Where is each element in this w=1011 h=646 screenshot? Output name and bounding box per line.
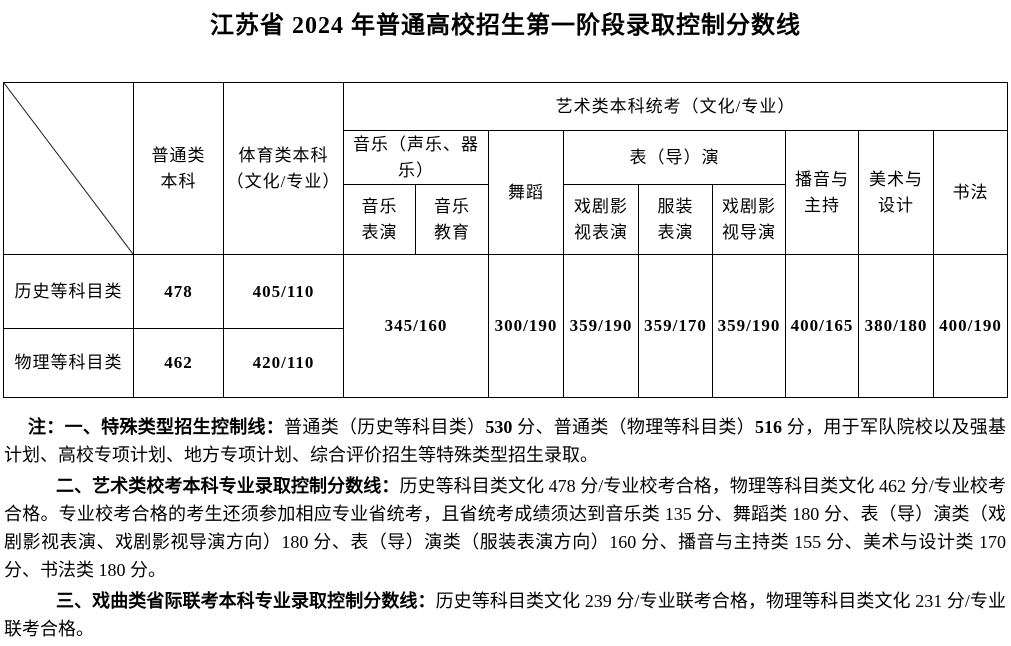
score-history-regular: 478 (133, 254, 224, 329)
diagonal-line-icon (4, 83, 133, 254)
note-opera-joint-exam: 三、戏曲类省际联考本科专业录取控制分数线：历史等科目类文化 239 分/专业联考… (4, 587, 1006, 643)
score-dance: 300/190 (488, 254, 564, 398)
document-page: 江苏省 2024 年普通高校招生第一阶段录取控制分数线 普通类 本科 体育类本科… (0, 11, 1011, 643)
header-sports-undergrad: 体育类本科 （文化/专业） (223, 82, 344, 255)
note-1-text: 分、普通类（物理等科目类） (512, 417, 755, 437)
header-regular-undergrad: 普通类 本科 (133, 82, 224, 255)
note-special-admission: 注：一、特殊类型招生控制线：普通类（历史等科目类）530 分、普通类（物理等科目… (4, 413, 1006, 469)
corner-diagonal-cell (3, 82, 134, 255)
score-physics-sports: 420/110 (223, 328, 344, 398)
page-title: 江苏省 2024 年普通高校招生第一阶段录取控制分数线 (210, 13, 801, 39)
score-drama-acting: 359/190 (563, 254, 639, 398)
header-fashion-acting: 服装 表演 (638, 184, 713, 255)
note-3-label: 三、戏曲类省际联考本科专业录取控制分数线： (56, 591, 436, 611)
note-1-text: 分，用于军队院校以及强基计划、高校专项计划、地方专项计划、综合评价招生等特殊类型… (4, 417, 1007, 465)
score-art-design: 380/180 (858, 254, 934, 398)
header-music-education: 音乐 教育 (415, 184, 489, 255)
note-1-text: 普通类（历史等科目类） (284, 417, 486, 437)
score-history-sports: 405/110 (223, 254, 344, 329)
score-broadcasting: 400/165 (785, 254, 859, 398)
score-fashion-acting: 359/170 (638, 254, 713, 398)
note-1-score-history: 530 (485, 417, 513, 437)
score-music: 345/160 (343, 254, 489, 398)
score-calligraphy: 400/190 (932, 254, 1009, 398)
header-music-group: 音乐（声乐、器乐） (343, 130, 489, 185)
score-drama-directing: 359/190 (712, 254, 786, 398)
header-drama-acting: 戏剧影 视表演 (563, 184, 639, 255)
notes-section: 注：一、特殊类型招生控制线：普通类（历史等科目类）530 分、普通类（物理等科目… (4, 413, 1006, 643)
header-broadcasting: 播音与 主持 (785, 130, 859, 255)
header-arts-group: 艺术类本科统考（文化/专业） (342, 82, 1009, 131)
score-physics-regular: 462 (133, 328, 224, 398)
note-2-text: 历史等科目类文化 478 分/专业校考合格，物理等科目类文化 462 分/专业校… (4, 476, 1007, 580)
header-dance: 舞蹈 (488, 130, 564, 255)
header-acting-group: 表（导）演 (563, 130, 786, 185)
header-drama-directing: 戏剧影 视导演 (712, 184, 786, 255)
row-label-physics: 物理等科目类 (3, 328, 134, 398)
header-music-performance: 音乐 表演 (343, 184, 416, 255)
header-art-design: 美术与 设计 (858, 130, 934, 255)
note-1-score-physics: 516 (754, 417, 782, 437)
note-arts-school-exam: 二、艺术类校考本科专业录取控制分数线：历史等科目类文化 478 分/专业校考合格… (4, 472, 1006, 584)
score-table: 普通类 本科 体育类本科 （文化/专业） 艺术类本科统考（文化/专业） 音乐（声… (3, 82, 1009, 398)
row-label-history: 历史等科目类 (3, 254, 134, 329)
note-2-label: 二、艺术类校考本科专业录取控制分数线： (56, 476, 400, 496)
note-1-label: 注：一、特殊类型招生控制线： (28, 417, 285, 437)
header-calligraphy: 书法 (932, 130, 1009, 255)
